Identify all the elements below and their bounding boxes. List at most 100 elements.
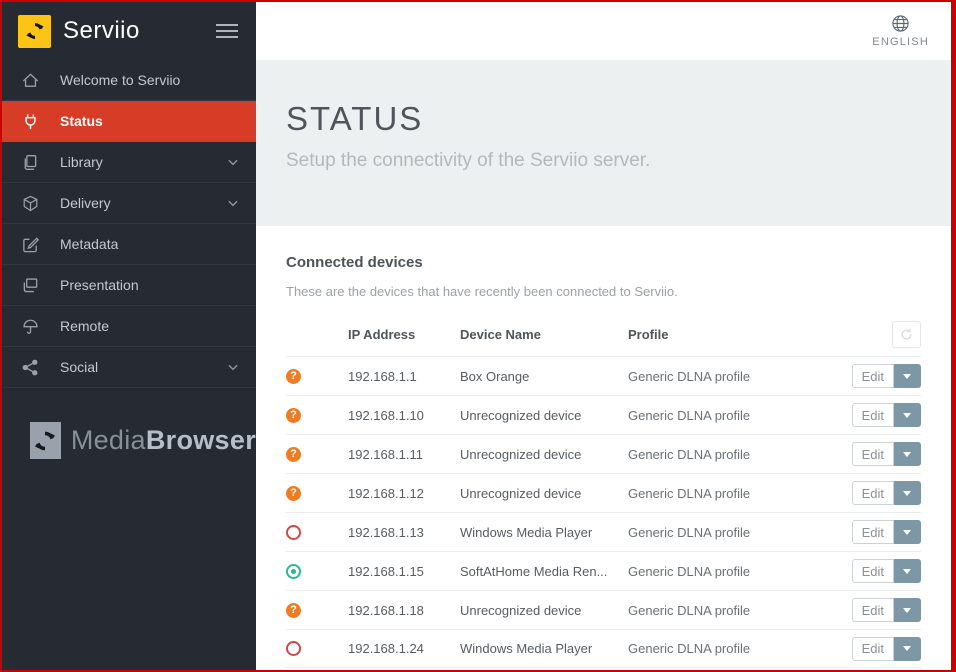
sidebar: Serviio Welcome to Serviio [2,2,256,670]
device-profile: Generic DLNA profile [628,485,751,501]
device-ip: 192.168.1.11 [348,446,423,462]
edit-dropdown-button[interactable] [894,598,921,622]
sidebar-item-label: Welcome to Serviio [60,72,181,88]
device-ip: 192.168.1.13 [348,524,424,540]
caret-down-icon [903,373,911,379]
edit-button-group: Edit [851,559,921,583]
device-name: Windows Media Player [460,524,593,540]
mediabrowser-wordmark: MediaBrowser [70,425,256,455]
edit-dropdown-button[interactable] [894,636,921,661]
sidebar-item-label: Social [60,359,99,375]
status-unknown-icon: ? [286,485,301,501]
device-table-row: ? 192.168.1.12 Unrecognized device Gener… [286,473,921,512]
sidebar-item-presentation[interactable]: Presentation [2,265,256,306]
sidebar-item-label: Remote [60,318,110,334]
status-unknown-icon: ? [286,446,301,462]
refresh-button[interactable] [892,321,921,348]
main-area: ENGLISH STATUS Setup the connectivity of… [256,2,951,670]
page-subtitle: Setup the connectivity of the Serviio se… [286,150,651,171]
sidebar-item-status[interactable]: Status [2,101,256,142]
edit-button-group: Edit [851,364,921,388]
status-offline-icon [286,641,301,656]
hamburger-menu-icon[interactable] [214,20,240,42]
device-name: Unrecognized device [460,485,582,501]
device-name: Box Orange [460,368,530,384]
edit-pencil-icon [20,234,40,254]
language-label: ENGLISH [872,36,929,48]
edit-button-group: Edit [851,636,921,661]
sidebar-menu: Welcome to Serviio Status [2,60,256,388]
edit-button[interactable]: Edit [851,403,894,427]
pages-icon [20,152,40,172]
device-name: Windows Media Player [460,641,593,656]
device-profile: Generic DLNA profile [628,407,751,423]
device-table-row: 192.168.1.15 SoftAtHome Media Ren... Gen… [286,551,921,590]
edit-dropdown-button[interactable] [894,520,921,544]
edit-button[interactable]: Edit [851,636,894,661]
status-unknown-icon: ? [286,407,301,423]
edit-button[interactable]: Edit [851,520,894,544]
sidebar-item-welcome[interactable]: Welcome to Serviio [2,60,256,101]
edit-dropdown-button[interactable] [894,442,921,466]
status-unknown-icon: ? [286,602,301,618]
edit-dropdown-button[interactable] [894,481,921,505]
edit-button-group: Edit [851,520,921,544]
edit-button[interactable]: Edit [851,598,894,622]
caret-down-icon [903,607,911,613]
language-selector[interactable]: ENGLISH [866,12,935,50]
edit-button-group: Edit [851,442,921,466]
device-name: SoftAtHome Media Ren... [460,563,608,579]
edit-dropdown-button[interactable] [894,364,921,388]
content-area: Connected devices These are the devices … [256,226,951,670]
table-header-row: IP Address Device Name Profile [286,321,921,356]
section-title: Connected devices [286,254,423,271]
package-icon [20,193,40,213]
device-ip: 192.168.1.15 [348,563,424,579]
caret-down-icon [903,568,911,574]
device-name: Unrecognized device [460,407,582,423]
windows-icon [20,275,40,295]
caret-down-icon [903,529,911,535]
status-unknown-icon: ? [286,368,301,384]
edit-button[interactable]: Edit [851,559,894,583]
column-header-profile: Profile [628,327,669,342]
device-profile: Generic DLNA profile [628,368,751,384]
edit-button[interactable]: Edit [851,442,894,466]
device-ip: 192.168.1.24 [348,641,424,656]
device-name: Unrecognized device [460,602,582,618]
app-title: Serviio [63,17,140,44]
sidebar-item-delivery[interactable]: Delivery [2,183,256,224]
sidebar-item-label: Delivery [60,195,111,211]
sidebar-item-remote[interactable]: Remote [2,306,256,347]
caret-down-icon [903,412,911,418]
page-header: STATUS Setup the connectivity of the Ser… [256,60,951,226]
sidebar-item-label: Presentation [60,277,139,293]
chevron-down-icon [226,155,240,169]
edit-button-group: Edit [851,403,921,427]
edit-button[interactable]: Edit [851,364,894,388]
status-online-icon [286,563,301,579]
device-name: Unrecognized device [460,446,582,462]
globe-icon [891,14,910,33]
share-icon [20,357,40,377]
device-table-row: ? 192.168.1.18 Unrecognized device Gener… [286,590,921,629]
edit-dropdown-button[interactable] [894,403,921,427]
device-table-body: ? 192.168.1.1 Box Orange Generic DLNA pr… [286,356,921,668]
app-logo[interactable]: Serviio [2,2,256,60]
edit-button[interactable]: Edit [851,481,894,505]
sidebar-item-social[interactable]: Social [2,347,256,388]
edit-button-group: Edit [851,481,921,505]
device-profile: Generic DLNA profile [628,641,751,656]
chevron-down-icon [226,196,240,210]
sidebar-item-library[interactable]: Library [2,142,256,183]
home-icon [20,70,40,90]
mediabrowser-logo[interactable]: MediaBrowser [2,422,256,459]
edit-dropdown-button[interactable] [894,559,921,583]
remote-cloud-icon [20,316,40,336]
caret-down-icon [903,451,911,457]
sidebar-item-label: Metadata [60,236,119,252]
device-ip: 192.168.1.18 [348,602,424,618]
section-description: These are the devices that have recently… [286,284,678,299]
sidebar-item-metadata[interactable]: Metadata [2,224,256,265]
device-table-row: 192.168.1.13 Windows Media Player Generi… [286,512,921,551]
